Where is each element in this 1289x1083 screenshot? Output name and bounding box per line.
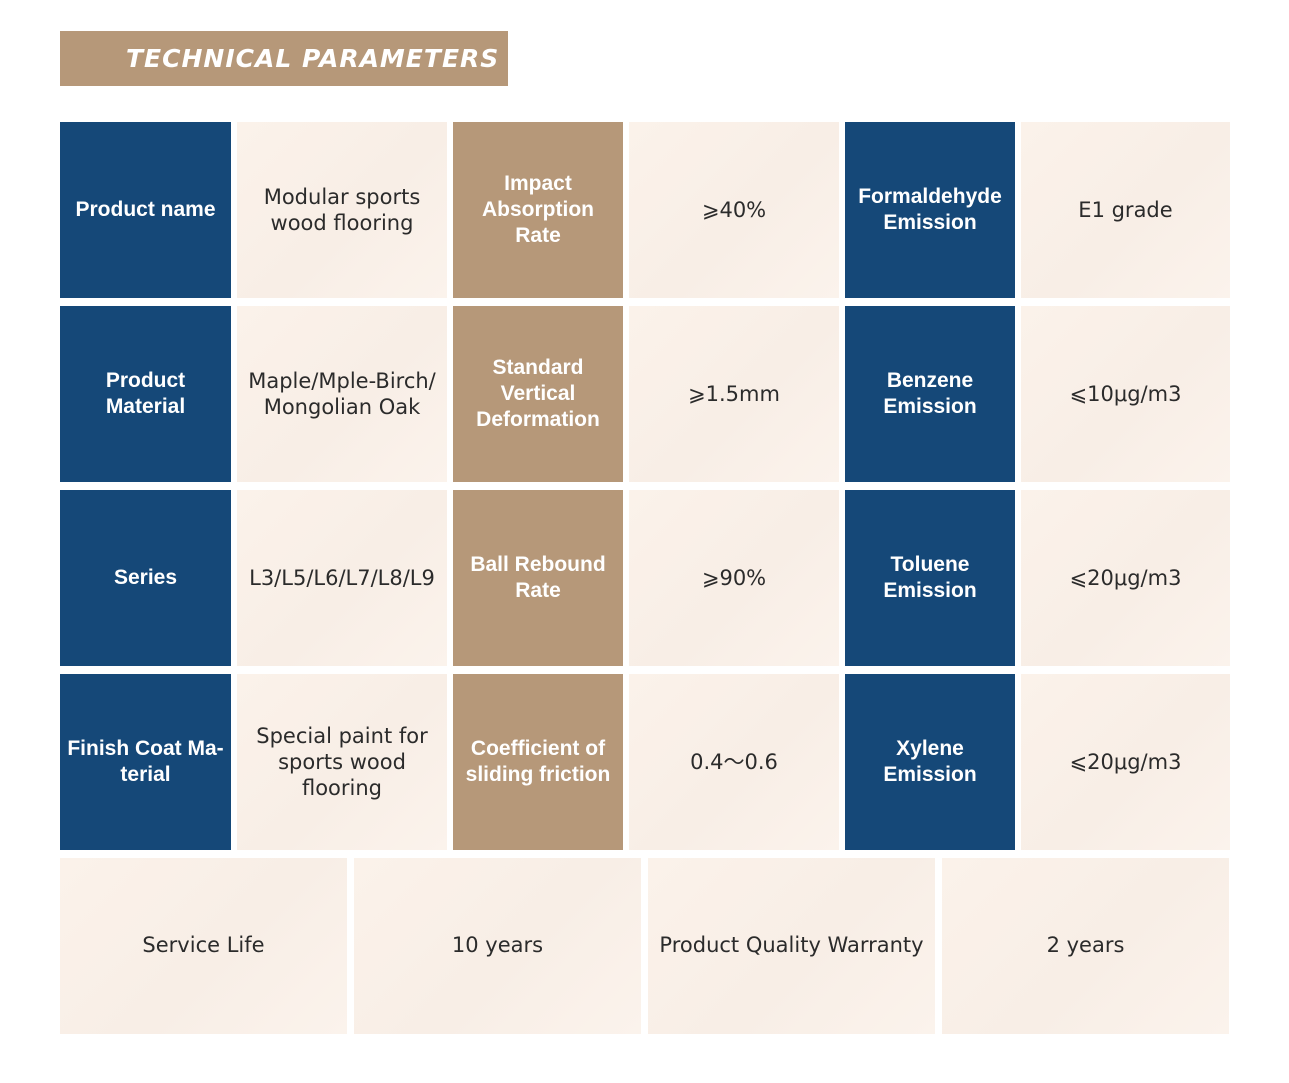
warranty-value: 2 years	[942, 858, 1229, 1034]
param-value: ⩾1.5mm	[629, 306, 839, 482]
param-label: Coefficient of sliding friction	[453, 674, 623, 850]
param-label: Formaldehyde Emission	[845, 122, 1015, 298]
param-value: ⩾90%	[629, 490, 839, 666]
param-value: ⩽10μg/m3	[1021, 306, 1230, 482]
param-value: Modular sports wood flooring	[237, 122, 447, 298]
param-label: Series	[60, 490, 231, 666]
param-value: Special paint for sports wood flooring	[237, 674, 447, 850]
param-value: ⩾40%	[629, 122, 839, 298]
title-banner: TECHNICAL PARAMETERS	[60, 31, 508, 86]
param-label: Benzene Emission	[845, 306, 1015, 482]
param-value: E1 grade	[1021, 122, 1230, 298]
param-value: ⩽20μg/m3	[1021, 674, 1230, 850]
param-value: L3/L5/L6/L7/L8/L9	[237, 490, 447, 666]
warranty-label: Product Quality Warranty	[648, 858, 935, 1034]
param-value: 0.4～0.6	[629, 674, 839, 850]
table-row: Product name Modular sports wood floorin…	[60, 122, 1230, 298]
table-row: Series L3/L5/L6/L7/L8/L9 Ball Rebound Ra…	[60, 490, 1230, 666]
param-label: Toluene Emission	[845, 490, 1015, 666]
param-label: Impact Absorption Rate	[453, 122, 623, 298]
param-label: Standard Vertical Deformation	[453, 306, 623, 482]
table-row: Product Material Maple/Mple-Birch/ Mongo…	[60, 306, 1230, 482]
parameters-table: Product name Modular sports wood floorin…	[60, 122, 1230, 1034]
table-row: Finish Coat Ma-terial Special paint for …	[60, 674, 1230, 850]
param-label: Product Material	[60, 306, 231, 482]
param-value: Maple/Mple-Birch/ Mongolian Oak	[237, 306, 447, 482]
param-label: Xylene Emission	[845, 674, 1015, 850]
param-label: Ball Rebound Rate	[453, 490, 623, 666]
summary-row: Service Life 10 years Product Quality Wa…	[60, 858, 1230, 1034]
param-label: Product name	[60, 122, 231, 298]
page-title: TECHNICAL PARAMETERS	[126, 44, 500, 73]
service-life-label: Service Life	[60, 858, 347, 1034]
service-life-value: 10 years	[354, 858, 641, 1034]
param-label: Finish Coat Ma-terial	[60, 674, 231, 850]
param-value: ⩽20μg/m3	[1021, 490, 1230, 666]
